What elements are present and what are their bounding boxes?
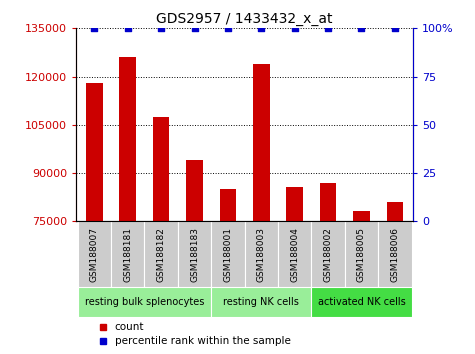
Bar (178, 221, 211, 287)
Text: GSM188004: GSM188004 (290, 227, 299, 281)
Bar (278, 221, 312, 287)
Bar (387, 202, 403, 354)
Text: activated NK cells: activated NK cells (318, 297, 405, 307)
Text: GSM188005: GSM188005 (357, 227, 366, 281)
Bar (78, 221, 111, 287)
Bar (78, 287, 211, 318)
Bar (245, 221, 278, 287)
Bar (211, 221, 245, 287)
Point (391, 25, 399, 31)
Bar (144, 221, 178, 287)
Point (291, 25, 298, 31)
Bar (286, 187, 303, 354)
Bar (312, 287, 411, 318)
Bar (186, 160, 203, 354)
Bar (111, 221, 144, 287)
Bar (253, 64, 270, 354)
Text: GSM188006: GSM188006 (390, 227, 399, 281)
Text: resting bulk splenocytes: resting bulk splenocytes (85, 297, 204, 307)
Text: GSM188003: GSM188003 (257, 227, 266, 281)
Bar (378, 221, 411, 287)
Point (224, 25, 232, 31)
Text: count: count (115, 322, 144, 332)
Bar (219, 189, 236, 354)
Bar (153, 117, 170, 354)
Bar (86, 83, 103, 354)
Point (324, 25, 332, 31)
Bar (320, 183, 336, 354)
Text: GSM188002: GSM188002 (323, 227, 332, 281)
Bar (345, 221, 378, 287)
Bar (312, 221, 345, 287)
Point (91, 25, 98, 31)
Point (124, 25, 132, 31)
Text: resting NK cells: resting NK cells (223, 297, 299, 307)
Text: GSM188183: GSM188183 (190, 227, 199, 281)
Point (257, 25, 265, 31)
Point (191, 25, 199, 31)
Text: GSM188001: GSM188001 (223, 227, 232, 281)
Text: GSM188182: GSM188182 (157, 227, 166, 281)
Text: percentile rank within the sample: percentile rank within the sample (115, 336, 291, 346)
Bar (211, 287, 312, 318)
Bar (353, 211, 370, 354)
Text: GSM188007: GSM188007 (90, 227, 99, 281)
Bar (119, 57, 136, 354)
Point (157, 25, 165, 31)
Title: GDS2957 / 1433432_x_at: GDS2957 / 1433432_x_at (156, 12, 333, 26)
Point (358, 25, 365, 31)
Text: GSM188181: GSM188181 (123, 227, 132, 281)
